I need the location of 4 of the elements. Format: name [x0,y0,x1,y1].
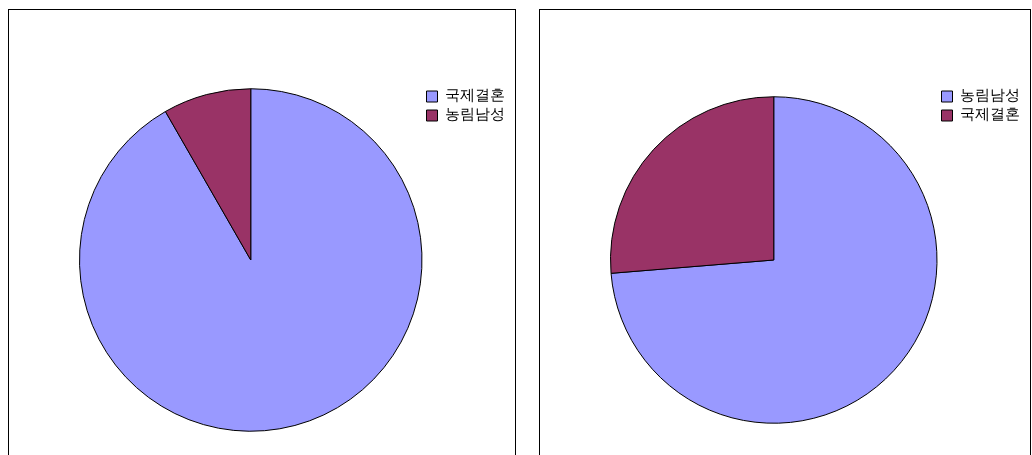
legend-label: 농림남성 [445,105,505,124]
legend-label: 국제결혼 [960,105,1020,124]
legend-label: 농림남성 [960,86,1020,105]
legend-label: 국제결혼 [445,86,505,105]
